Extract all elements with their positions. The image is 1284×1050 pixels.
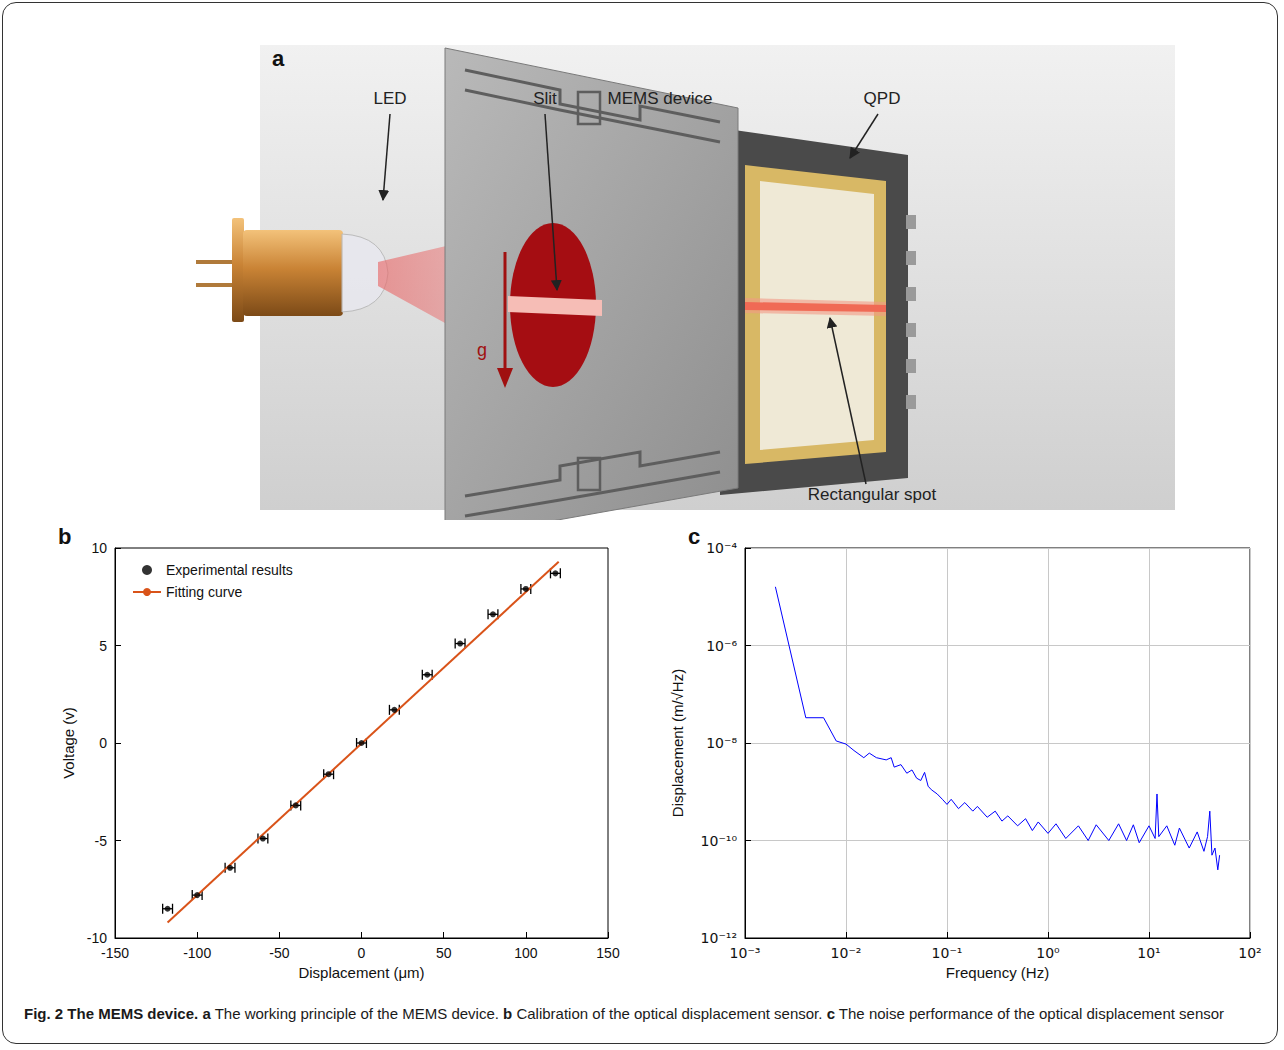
svg-text:10¹: 10¹ xyxy=(1137,945,1160,961)
svg-text:100: 100 xyxy=(514,945,538,961)
svg-text:10⁻¹⁰: 10⁻¹⁰ xyxy=(701,833,738,849)
svg-text:10⁻³: 10⁻³ xyxy=(730,945,761,961)
svg-text:Displacement (m/√Hz): Displacement (m/√Hz) xyxy=(669,669,686,817)
svg-text:150: 150 xyxy=(596,945,620,961)
svg-text:g: g xyxy=(477,340,487,360)
svg-text:Experimental results: Experimental results xyxy=(166,562,293,578)
svg-text:10⁻¹²: 10⁻¹² xyxy=(701,930,737,946)
svg-text:10⁻⁶: 10⁻⁶ xyxy=(706,638,737,654)
html-text:Fig. 2 The MEMS device. a The: Fig. 2 The MEMS device. a The working pr… xyxy=(24,1005,1225,1022)
svg-text:0: 0 xyxy=(99,735,107,751)
svg-text:50: 50 xyxy=(436,945,452,961)
svg-text:-100: -100 xyxy=(183,945,211,961)
svg-text:10⁻⁴: 10⁻⁴ xyxy=(706,540,737,556)
svg-text:a: a xyxy=(272,46,285,71)
svg-text:Fitting curve: Fitting curve xyxy=(166,584,242,600)
svg-text:5: 5 xyxy=(99,638,107,654)
svg-text:Frequency (Hz): Frequency (Hz) xyxy=(946,964,1049,981)
svg-text:c: c xyxy=(688,524,700,549)
svg-text:Voltage (v): Voltage (v) xyxy=(60,707,77,779)
svg-text:0: 0 xyxy=(358,945,366,961)
svg-text:10: 10 xyxy=(91,540,107,556)
svg-text:-150: -150 xyxy=(101,945,129,961)
svg-text:10⁻²: 10⁻² xyxy=(831,945,862,961)
svg-text:10⁰: 10⁰ xyxy=(1036,945,1060,961)
svg-text:-50: -50 xyxy=(269,945,289,961)
svg-text:MEMS device: MEMS device xyxy=(608,89,713,108)
svg-text:10⁻¹: 10⁻¹ xyxy=(932,945,963,961)
svg-text:10⁻⁸: 10⁻⁸ xyxy=(706,735,737,751)
svg-text:-10: -10 xyxy=(87,930,107,946)
svg-text:Displacement (μm): Displacement (μm) xyxy=(298,964,424,981)
svg-text:b: b xyxy=(58,524,71,549)
svg-text:-5: -5 xyxy=(95,833,108,849)
svg-text:Slit: Slit xyxy=(533,89,557,108)
svg-text:QPD: QPD xyxy=(864,89,901,108)
svg-text:10²: 10² xyxy=(1238,945,1261,961)
svg-text:Rectangular spot: Rectangular spot xyxy=(808,485,937,504)
svg-text:LED: LED xyxy=(373,89,406,108)
